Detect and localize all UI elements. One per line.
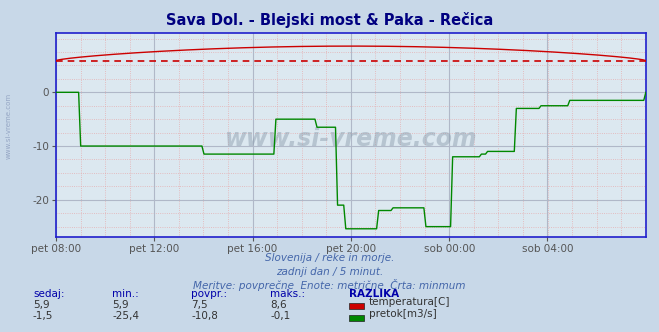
Text: -1,5: -1,5: [33, 311, 53, 321]
Text: zadnji dan / 5 minut.: zadnji dan / 5 minut.: [276, 267, 383, 277]
Text: -25,4: -25,4: [112, 311, 139, 321]
Text: Meritve: povprečne  Enote: metrične  Črta: minmum: Meritve: povprečne Enote: metrične Črta:…: [193, 279, 466, 290]
Text: RAZLIKA: RAZLIKA: [349, 289, 399, 299]
Text: 7,5: 7,5: [191, 300, 208, 310]
Text: min.:: min.:: [112, 289, 139, 299]
Text: -0,1: -0,1: [270, 311, 291, 321]
Text: 5,9: 5,9: [33, 300, 49, 310]
Text: 5,9: 5,9: [112, 300, 129, 310]
Text: www.si-vreme.com: www.si-vreme.com: [225, 127, 477, 151]
Text: www.si-vreme.com: www.si-vreme.com: [5, 93, 12, 159]
Text: maks.:: maks.:: [270, 289, 305, 299]
Text: temperatura[C]: temperatura[C]: [369, 297, 451, 307]
Text: Sava Dol. - Blejski most & Paka - Rečica: Sava Dol. - Blejski most & Paka - Rečica: [166, 12, 493, 28]
Text: povpr.:: povpr.:: [191, 289, 227, 299]
Text: Slovenija / reke in morje.: Slovenija / reke in morje.: [265, 253, 394, 263]
Text: sedaj:: sedaj:: [33, 289, 65, 299]
Text: -10,8: -10,8: [191, 311, 218, 321]
Text: pretok[m3/s]: pretok[m3/s]: [369, 309, 437, 319]
Text: 8,6: 8,6: [270, 300, 287, 310]
